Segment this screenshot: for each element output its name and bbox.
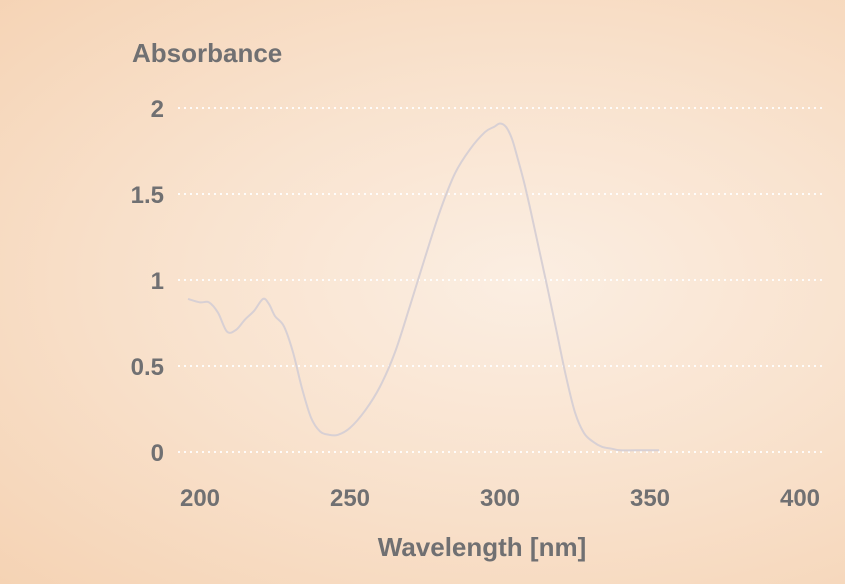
x-tick-label: 250	[330, 485, 370, 512]
x-tick-label: 200	[180, 485, 220, 512]
y-tick-label: 1.5	[131, 182, 164, 209]
y-tick-label: 0.5	[131, 354, 164, 381]
x-tick-label: 350	[630, 485, 670, 512]
absorbance-curve-0	[187, 122, 659, 452]
grid-layer	[178, 107, 822, 453]
series-layer	[187, 122, 659, 452]
x-axis-label: Wavelength [nm]	[378, 532, 586, 562]
y-axis-label: Absorbance	[132, 38, 282, 68]
x-tick-label: 300	[480, 485, 520, 512]
y-tick-label: 1	[151, 268, 164, 295]
x-tick-labels: 200 250 300 350 400	[180, 485, 820, 512]
x-tick-label: 400	[780, 485, 820, 512]
y-tick-label: 0	[151, 440, 164, 467]
y-tick-label: 2	[151, 96, 164, 123]
y-tick-labels: 0 0.5 1 1.5 2	[131, 96, 164, 467]
